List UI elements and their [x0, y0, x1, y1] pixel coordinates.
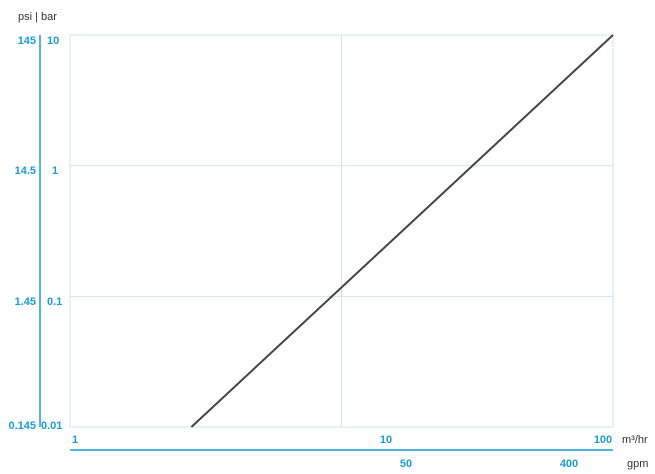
y-axis-unit-label: psi | bar [18, 11, 57, 23]
x-tick-m3hr: 100 [594, 434, 612, 446]
y-tick-bar: 10 [47, 35, 59, 47]
x-tick-gpm: 400 [560, 458, 578, 470]
y-tick-psi: 14.5 [15, 165, 36, 177]
grid-lines [70, 35, 613, 427]
y-tick-bar: 0.1 [47, 296, 62, 308]
y-tick-psi: 1.45 [15, 296, 36, 308]
x-tick-m3hr: 10 [380, 434, 392, 446]
x-tick-m3hr: 1 [72, 434, 78, 446]
x-tick-gpm: 50 [400, 458, 412, 470]
y-tick-bar: 0.01 [41, 420, 62, 432]
x-axis-secondary-unit-label: gpm [627, 458, 648, 470]
pressure-drop-line [190, 34, 614, 428]
x-axis-primary-unit-label: m³/hr [622, 434, 648, 446]
y-tick-psi: 0.145 [8, 420, 36, 432]
y-tick-bar: 1 [52, 165, 58, 177]
y-tick-psi: 145 [18, 35, 36, 47]
